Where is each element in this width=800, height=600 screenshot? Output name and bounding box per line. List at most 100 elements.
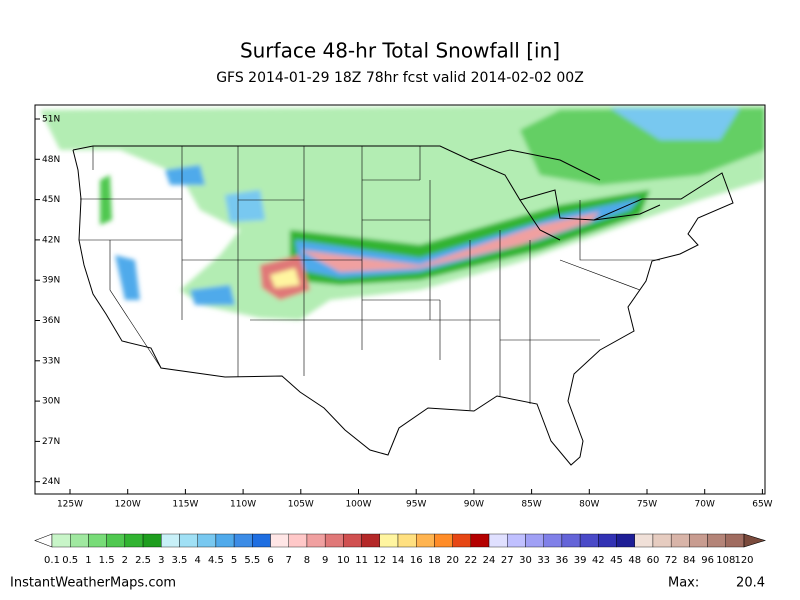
colorbar-box bbox=[51, 533, 71, 548]
lon-tick-label: 110W bbox=[230, 500, 256, 510]
lat-tick-label: 48N bbox=[42, 155, 60, 165]
lon-tick-label: 115W bbox=[172, 500, 198, 510]
colorbar-label: 12 bbox=[373, 555, 386, 566]
colorbar-box bbox=[634, 533, 654, 548]
colorbar-label: 72 bbox=[665, 555, 678, 566]
colorbar-label: 8 bbox=[304, 555, 310, 566]
colorbar-box bbox=[106, 533, 126, 548]
colorbar-box bbox=[561, 533, 581, 548]
colorbar-label: 36 bbox=[556, 555, 569, 566]
lon-tick-label: 95W bbox=[406, 500, 426, 510]
colorbar-box bbox=[452, 533, 472, 548]
lat-tick-label: 36N bbox=[42, 316, 60, 326]
colorbar-above bbox=[743, 533, 767, 548]
colorbar-label: 39 bbox=[574, 555, 587, 566]
lon-tick-label: 80W bbox=[579, 500, 599, 510]
lat-tick-label: 24N bbox=[42, 477, 60, 487]
map-title: Surface 48-hr Total Snowfall [in] bbox=[240, 39, 560, 63]
colorbar-box bbox=[252, 533, 271, 548]
colorbar-label: 11 bbox=[355, 555, 368, 566]
colorbar-box bbox=[161, 533, 180, 548]
lon-tick-label: 125W bbox=[57, 500, 83, 510]
colorbar-box bbox=[507, 533, 526, 548]
colorbar-label: 0.5 bbox=[62, 555, 78, 566]
colorbar-label: 2 bbox=[122, 555, 128, 566]
colorbar-label: 9 bbox=[322, 555, 328, 566]
lon-tick-label: 90W bbox=[464, 500, 484, 510]
lon-tick-label: 75W bbox=[637, 500, 657, 510]
colorbar-label: 3 bbox=[158, 555, 164, 566]
colorbar-box bbox=[233, 533, 253, 548]
colorbar-label: 4 bbox=[194, 555, 200, 566]
colorbar-box bbox=[88, 533, 107, 548]
colorbar-box bbox=[361, 533, 380, 548]
colorbar-label: 14 bbox=[392, 555, 405, 566]
colorbar-box bbox=[579, 533, 599, 548]
max-label: Max: bbox=[668, 576, 699, 591]
lat-tick-label: 42N bbox=[42, 235, 60, 245]
lon-tick-label: 70W bbox=[695, 500, 715, 510]
colorbar-label: 22 bbox=[464, 555, 477, 566]
colorbar-box bbox=[598, 533, 617, 548]
snow-field bbox=[40, 105, 765, 320]
colorbar-label: 10 bbox=[337, 555, 350, 566]
colorbar-label: 5.5 bbox=[244, 555, 260, 566]
source-label: InstantWeatherMaps.com bbox=[10, 576, 176, 591]
colorbar-label: 120 bbox=[734, 555, 753, 566]
colorbar-label: 20 bbox=[446, 555, 459, 566]
colorbar-box bbox=[306, 533, 326, 548]
geography bbox=[72, 145, 734, 466]
colorbar-box bbox=[142, 533, 162, 548]
colorbar-label: 33 bbox=[537, 555, 550, 566]
colorbar-label: 18 bbox=[428, 555, 441, 566]
colorbar-label: 16 bbox=[410, 555, 423, 566]
colorbar-box bbox=[215, 533, 235, 548]
colorbar-box bbox=[124, 533, 144, 548]
colorbar-box bbox=[707, 533, 726, 548]
colorbar-label: 30 bbox=[519, 555, 532, 566]
colorbar-label: 96 bbox=[701, 555, 714, 566]
colorbar-box bbox=[379, 533, 399, 548]
colorbar-box bbox=[288, 533, 308, 548]
colorbar-box bbox=[416, 533, 435, 548]
colorbar-label: 24 bbox=[483, 555, 496, 566]
colorbar-box bbox=[543, 533, 563, 548]
colorbar-label: 60 bbox=[647, 555, 660, 566]
colorbar-box bbox=[179, 533, 198, 548]
lon-tick-label: 85W bbox=[521, 500, 541, 510]
colorbar-label: 6 bbox=[267, 555, 273, 566]
colorbar-label: 42 bbox=[592, 555, 605, 566]
colorbar-label: 5 bbox=[231, 555, 237, 566]
colorbar-box bbox=[470, 533, 490, 548]
colorbar-box bbox=[343, 533, 362, 548]
lon-tick-label: 65W bbox=[752, 500, 772, 510]
colorbar-label: 108 bbox=[716, 555, 735, 566]
colorbar-label: 45 bbox=[610, 555, 623, 566]
colorbar-box bbox=[488, 533, 508, 548]
colorbar-label: 2.5 bbox=[135, 555, 151, 566]
colorbar-box bbox=[689, 533, 708, 548]
colorbar-label: 4.5 bbox=[208, 555, 224, 566]
lon-tick-label: 120W bbox=[115, 500, 141, 510]
colorbar-label: 3.5 bbox=[172, 555, 188, 566]
colorbar-box bbox=[397, 533, 417, 548]
colorbar-below bbox=[34, 533, 53, 548]
colorbar-box bbox=[725, 533, 745, 548]
colorbar-label: 0.1 bbox=[44, 555, 60, 566]
colorbar-box bbox=[70, 533, 89, 548]
colorbar-box bbox=[525, 533, 544, 548]
lat-tick-label: 33N bbox=[42, 356, 60, 366]
colorbar-box bbox=[652, 533, 672, 548]
map-subtitle: GFS 2014-01-29 18Z 78hr fcst valid 2014-… bbox=[216, 70, 584, 86]
colorbar-box bbox=[197, 533, 217, 548]
lat-tick-label: 45N bbox=[42, 195, 60, 205]
lon-tick-label: 100W bbox=[345, 500, 371, 510]
max-value: 20.4 bbox=[736, 576, 765, 591]
colorbar-label: 27 bbox=[501, 555, 514, 566]
lat-tick-label: 27N bbox=[42, 437, 60, 447]
colorbar-box bbox=[616, 533, 635, 548]
lat-tick-label: 30N bbox=[42, 397, 60, 407]
colorbar-label: 48 bbox=[628, 555, 641, 566]
lat-tick-label: 51N bbox=[42, 115, 60, 125]
